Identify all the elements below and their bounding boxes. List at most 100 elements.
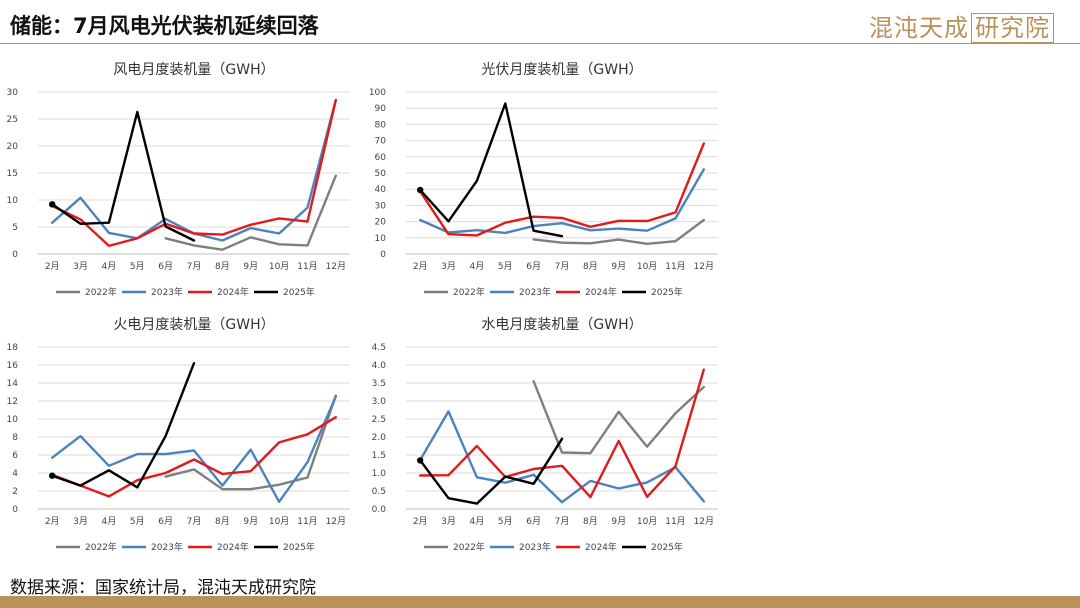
- chart-title: 火电月度装机量（GWH）: [113, 317, 274, 333]
- y-tick-label: 6: [12, 451, 18, 461]
- y-tick-label: 20: [7, 142, 19, 152]
- legend-label: 2024年: [585, 286, 617, 298]
- chart-svg: 光伏月度装机量（GWH） 0 10 20 30 40 50 60 70 80 90 100 2月 3月 4月…: [369, 62, 718, 298]
- legend-label: 2022年: [453, 286, 485, 298]
- y-tick-label: 30: [375, 201, 387, 211]
- header-divider: [0, 43, 1080, 44]
- y-tick-label: 10: [7, 196, 19, 206]
- legend-label: 2024年: [585, 541, 617, 553]
- x-tick-label: 5月: [130, 261, 145, 272]
- x-tick-label: 3月: [73, 516, 88, 527]
- x-tick-label: 3月: [73, 261, 88, 272]
- x-tick-label: 9月: [243, 516, 258, 527]
- y-tick-label: 10: [375, 234, 387, 244]
- y-tick-label: 14: [7, 379, 19, 389]
- x-tick-label: 10月: [269, 516, 289, 527]
- legend-label: 2023年: [151, 541, 183, 553]
- solar-capacity-chart: 光伏月度装机量（GWH） 0 10 20 30 40 50 60 70 80 90 100 2月 3月 4月…: [368, 55, 728, 300]
- x-tick-label: 11月: [297, 516, 317, 527]
- legend-label: 2024年: [217, 286, 249, 298]
- x-tick-label: 8月: [583, 516, 598, 527]
- y-tick-label: 1.0: [372, 469, 387, 479]
- x-tick-label: 5月: [498, 516, 513, 527]
- legend-label: 2024年: [217, 541, 249, 553]
- x-tick-label: 8月: [215, 261, 230, 272]
- x-tick-label: 7月: [555, 516, 570, 527]
- y-tick-label: 4.5: [372, 343, 386, 353]
- y-tick-label: 3.5: [372, 379, 386, 389]
- page-title: 储能：7月风电光伏装机延续回落: [10, 14, 319, 38]
- y-tick-label: 10: [7, 415, 19, 425]
- brand-box: 研究院: [971, 13, 1054, 43]
- legend-label: 2025年: [283, 541, 315, 553]
- x-tick-label: 7月: [187, 516, 202, 527]
- x-tick-label: 6月: [526, 261, 541, 272]
- y-tick-label: 15: [7, 169, 18, 179]
- y-tick-label: 3.0: [372, 397, 387, 407]
- chart-svg: 水电月度装机量（GWH） 0.0 0.5 1.0 1.5 2.0 2.5 3.0 3.5 4.0 4…: [372, 317, 718, 553]
- x-tick-label: 12月: [694, 516, 714, 527]
- y-tick-label: 80: [375, 120, 387, 130]
- series-line-2022年: [532, 218, 705, 246]
- y-tick-label: 70: [375, 137, 387, 147]
- legend-label: 2025年: [283, 286, 315, 298]
- x-tick-label: 6月: [526, 516, 541, 527]
- series-line-2025年: [419, 437, 564, 505]
- x-tick-label: 9月: [611, 516, 626, 527]
- x-tick-label: 12月: [694, 261, 714, 272]
- series-start-marker: [416, 457, 424, 464]
- chart-title: 水电月度装机量（GWH）: [481, 317, 642, 333]
- chart-svg: 火电月度装机量（GWH） 0 2 4 6 8 10 12 14 16 18 2月 3月 4月 5月 6月 7月 8…: [7, 317, 350, 553]
- wind-capacity-chart: 风电月度装机量（GWH） 0 5 10 15 20 25 30 2月 3月 4月 5月 6月 7月 8月 9月…: [0, 55, 360, 300]
- series-line-2024年: [51, 415, 337, 498]
- x-tick-label: 8月: [583, 261, 598, 272]
- series-line-2022年: [532, 379, 705, 455]
- x-tick-label: 9月: [243, 261, 258, 272]
- legend-label: 2025年: [651, 286, 683, 298]
- x-tick-label: 7月: [555, 261, 570, 272]
- x-tick-label: 10月: [637, 261, 657, 272]
- legend-label: 2023年: [519, 286, 551, 298]
- chart-title: 风电月度装机量（GWH）: [113, 62, 274, 78]
- legend-label: 2022年: [85, 286, 117, 298]
- y-tick-label: 2: [12, 487, 18, 497]
- series-start-marker: [416, 186, 424, 194]
- x-tick-label: 10月: [269, 261, 289, 272]
- legend-label: 2023年: [519, 541, 551, 553]
- y-tick-label: 18: [7, 343, 19, 353]
- source-note: 数据来源：国家统计局，混沌天成研究院: [10, 578, 316, 598]
- brand-logo: 混沌天成 研究院: [869, 8, 1054, 43]
- brand-main: 混沌天成: [869, 14, 969, 42]
- y-tick-label: 25: [7, 115, 18, 125]
- x-tick-label: 6月: [158, 516, 173, 527]
- y-tick-label: 90: [375, 104, 387, 114]
- y-tick-label: 2.5: [372, 415, 386, 425]
- y-tick-label: 20: [375, 218, 387, 228]
- series-line-2024年: [419, 142, 705, 237]
- y-tick-label: 4: [12, 469, 18, 479]
- series-line-2025年: [51, 362, 196, 489]
- x-tick-label: 2月: [413, 261, 428, 272]
- y-tick-label: 0: [12, 250, 18, 260]
- y-tick-label: 4.0: [372, 361, 387, 371]
- series-start-marker: [48, 201, 56, 208]
- y-tick-label: 8: [12, 433, 18, 443]
- x-tick-label: 4月: [102, 261, 117, 272]
- legend-label: 2025年: [651, 541, 683, 553]
- y-tick-label: 1.5: [372, 451, 386, 461]
- x-tick-label: 5月: [498, 261, 513, 272]
- chart-title: 光伏月度装机量（GWH）: [481, 62, 642, 78]
- chart-svg: 风电月度装机量（GWH） 0 5 10 15 20 25 30 2月 3月 4月 5月 6月 7月 8月 9月…: [7, 62, 350, 298]
- y-tick-label: 0: [380, 250, 386, 260]
- hydro-capacity-chart: 水电月度装机量（GWH） 0.0 0.5 1.0 1.5 2.0 2.5 3.0 3.5 4.0 4…: [368, 310, 728, 555]
- series-line-2025年: [419, 102, 564, 238]
- y-tick-label: 0.0: [372, 505, 387, 515]
- x-tick-label: 11月: [297, 261, 317, 272]
- x-tick-label: 2月: [413, 516, 428, 527]
- series-line-2023年: [419, 410, 705, 504]
- x-tick-label: 7月: [187, 261, 202, 272]
- y-tick-label: 0: [12, 505, 18, 515]
- series-line-2023年: [51, 395, 337, 504]
- y-tick-label: 30: [7, 88, 19, 98]
- y-tick-label: 0.5: [372, 487, 386, 497]
